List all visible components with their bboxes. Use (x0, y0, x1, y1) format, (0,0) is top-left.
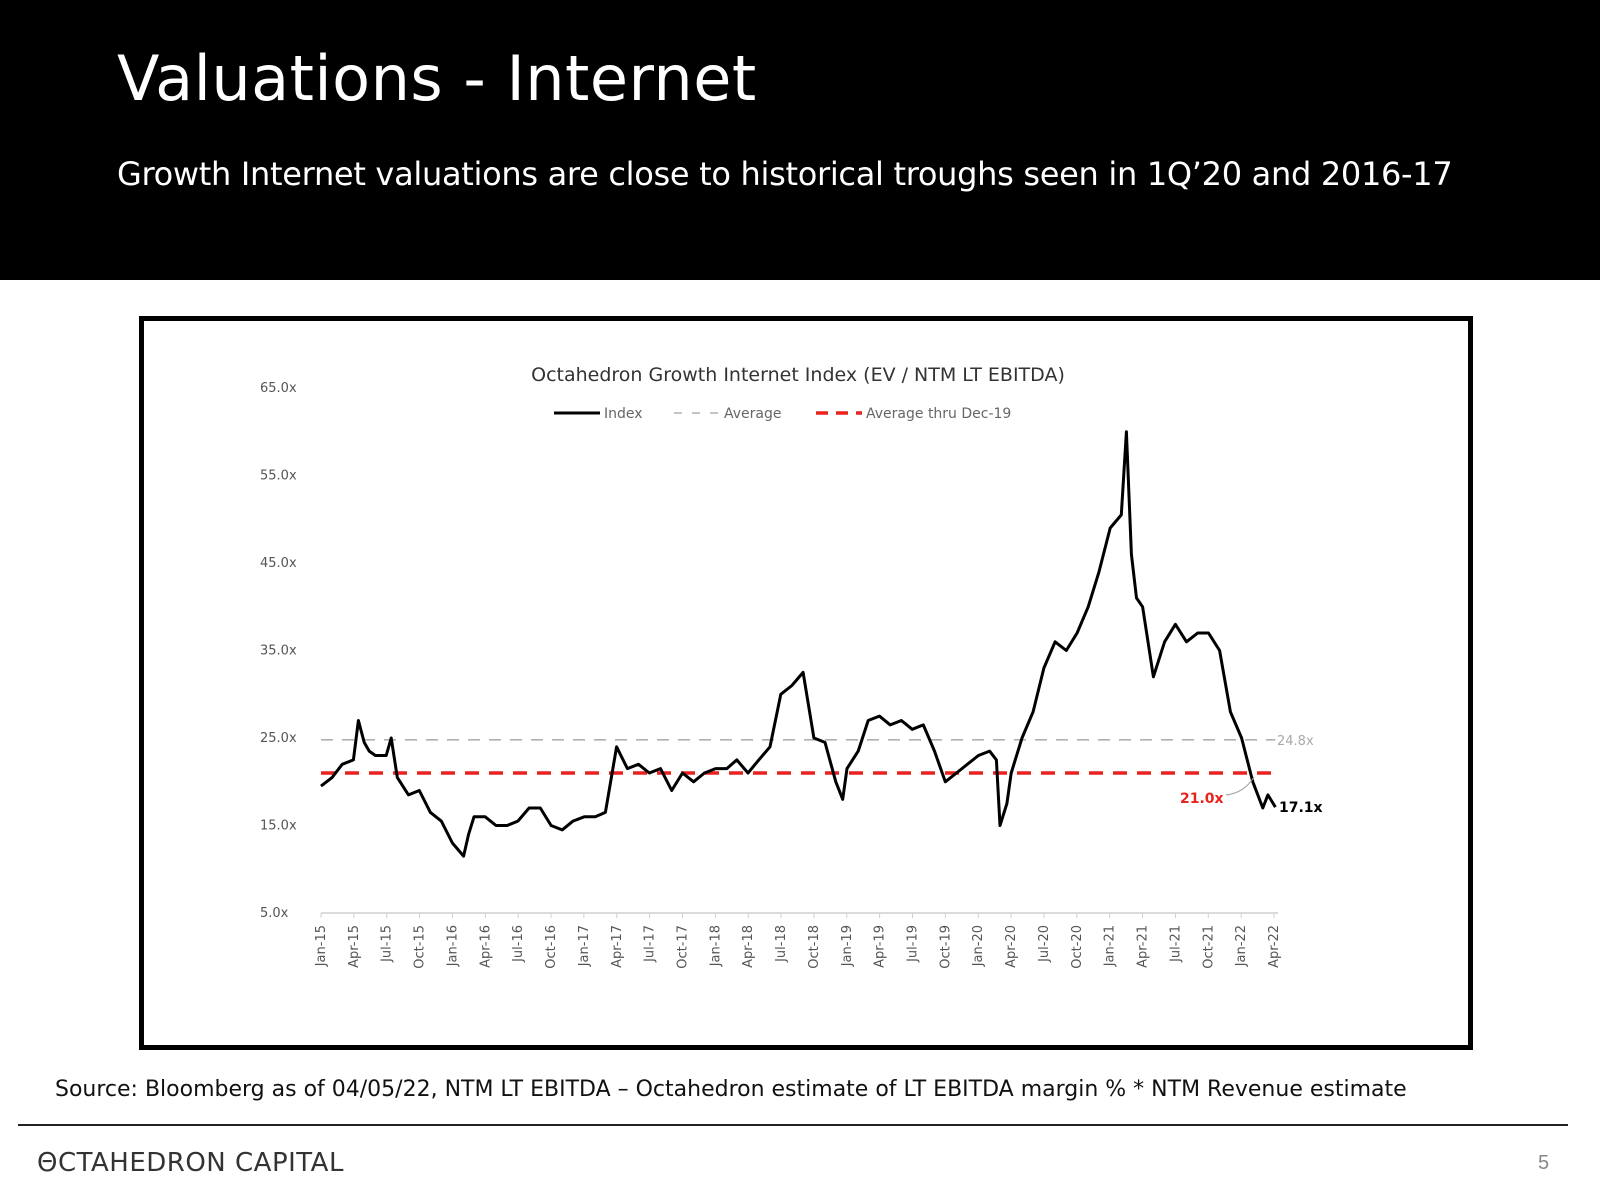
x-tick-label: Oct-18 (807, 925, 822, 969)
y-tick-label: 15.0x (260, 819, 297, 834)
legend-label: Average thru Dec-19 (866, 406, 1011, 422)
y-axis: 5.0x 15.0x 25.0x 35.0x 45.0x 55.0x 65.0x (260, 381, 297, 921)
x-tick-label: Apr-17 (610, 925, 625, 968)
x-tick-label: Oct-17 (675, 925, 690, 969)
index-last-label: 17.1x (1279, 800, 1323, 816)
y-tick-label: 35.0x (260, 644, 297, 659)
slide-subtitle: Growth Internet valuations are close to … (117, 155, 1453, 193)
y-tick-label: 45.0x (260, 556, 297, 571)
chart-legend: Index Average Average thru Dec-19 (554, 406, 1011, 422)
x-tick-label: Apr-21 (1136, 925, 1151, 968)
x-tick-label: Jul-16 (511, 925, 526, 963)
legend-label: Index (604, 406, 643, 422)
average-dec19-label: 21.0x (1180, 791, 1224, 807)
footer-divider (18, 1124, 1568, 1126)
brand-logo-text: ΘCTAHEDRON CAPITAL (37, 1148, 344, 1178)
x-axis: Jan-15 Apr-15 Jul-15 Oct-15 Jan-16 Apr-16 Jul-… (314, 912, 1282, 969)
x-tick-label: Oct-15 (413, 925, 428, 969)
x-tick-label: Apr-22 (1267, 925, 1282, 968)
x-tick-label: Jan-21 (1103, 925, 1118, 967)
x-tick-label: Apr-16 (478, 925, 493, 968)
y-tick-label: 65.0x (260, 381, 297, 396)
annotation-layer: 24.8x 21.0x 17.1x (1180, 734, 1323, 816)
x-tick-label: Oct-20 (1070, 925, 1085, 969)
source-note: Source: Bloomberg as of 04/05/22, NTM LT… (55, 1077, 1407, 1102)
y-tick-label: 5.0x (260, 906, 289, 921)
y-tick-label: 55.0x (260, 469, 297, 484)
x-tick-label: Jul-19 (906, 925, 921, 963)
average-dec19-leader (1225, 776, 1255, 796)
x-tick-label: Jan-20 (971, 925, 986, 967)
x-tick-label: Jul-18 (774, 925, 789, 963)
x-tick-label: Oct-16 (544, 925, 559, 969)
x-tick-label: Oct-21 (1201, 925, 1216, 969)
line-chart: Octahedron Growth Internet Index (EV / N… (260, 364, 1323, 969)
x-tick-label: Jan-16 (445, 925, 460, 967)
average-label: 24.8x (1277, 734, 1314, 749)
x-tick-label: Apr-15 (347, 925, 362, 968)
x-tick-label: Jan-17 (577, 925, 592, 967)
chart-title: Octahedron Growth Internet Index (EV / N… (531, 364, 1065, 386)
x-tick-label: Jul-17 (643, 925, 658, 963)
x-tick-label: Apr-18 (741, 925, 756, 968)
x-tick-label: Jan-22 (1234, 925, 1249, 967)
slide-header: Valuations - Internet Growth Internet va… (0, 0, 1600, 280)
y-tick-label: 25.0x (260, 731, 297, 746)
series-layer (320, 430, 1277, 858)
x-tick-label: Jan-15 (314, 925, 329, 967)
legend-label: Average (724, 406, 782, 422)
slide-title: Valuations - Internet (117, 42, 757, 115)
x-tick-label: Oct-19 (938, 925, 953, 969)
x-tick-label: Jan-18 (708, 925, 723, 967)
x-tick-label: Apr-20 (1004, 925, 1019, 968)
x-tick-label: Jul-21 (1168, 925, 1183, 963)
x-tick-label: Jul-15 (380, 925, 395, 963)
series-line-index (320, 430, 1277, 858)
x-tick-label: Apr-19 (873, 925, 888, 968)
x-tick-label: Jul-20 (1037, 925, 1052, 963)
chart-frame: Octahedron Growth Internet Index (EV / N… (139, 316, 1473, 1050)
x-tick-label: Jan-19 (840, 925, 855, 967)
page-number: 5 (1538, 1152, 1550, 1174)
